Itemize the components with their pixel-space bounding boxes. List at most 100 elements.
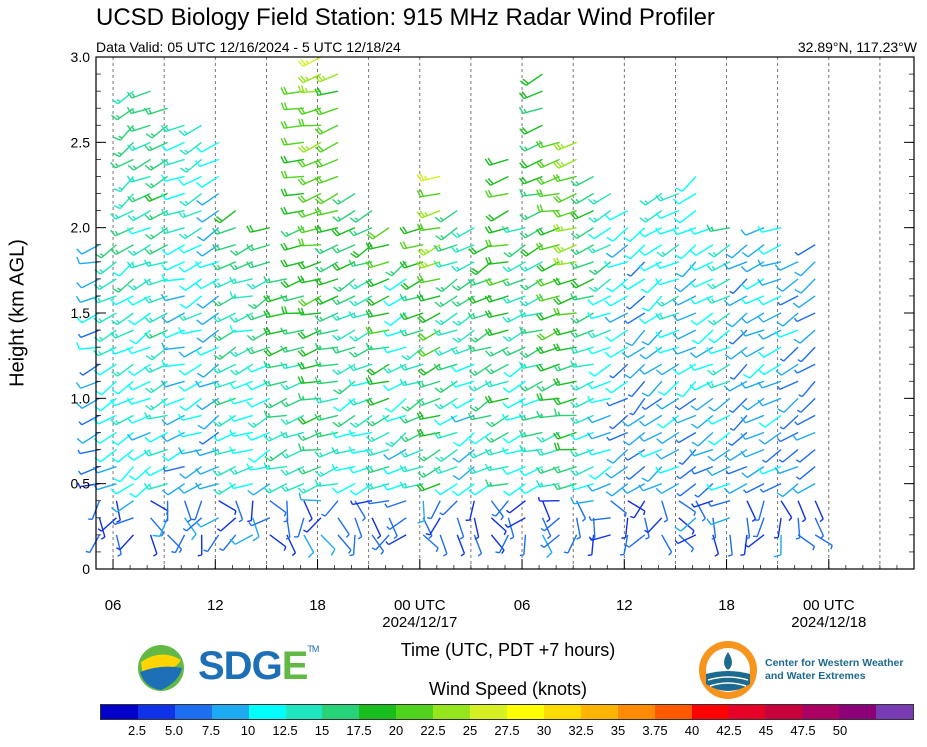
barb-half-flag: [456, 285, 461, 290]
wind-barb: [212, 363, 237, 374]
barb-full-flag: [126, 433, 133, 441]
barb-staff: [115, 483, 134, 495]
barb-full-flag: [485, 257, 490, 265]
barb-staff: [284, 431, 305, 439]
barb-staff: [115, 244, 134, 256]
chart-title: UCSD Biology Field Station: 915 MHz Rada…: [96, 4, 715, 31]
wind-barb: [182, 517, 203, 532]
barb-full-flag: [604, 351, 611, 358]
barb-staff: [647, 517, 663, 533]
barb-staff: [491, 414, 509, 428]
wind-barb: [178, 413, 202, 421]
barb-full-flag: [417, 249, 424, 256]
barb-full-flag: [331, 298, 338, 305]
barb-half-flag: [691, 530, 695, 535]
barb-full-flag: [162, 455, 169, 462]
barb-staff: [626, 483, 646, 494]
barb-staff: [182, 209, 202, 219]
barb-half-flag: [97, 528, 102, 532]
barb-full-flag: [300, 331, 307, 338]
barb-staff: [119, 176, 135, 193]
wind-barb: [213, 414, 237, 427]
barb-staff: [386, 414, 407, 422]
barb-staff: [576, 192, 594, 205]
barb-staff: [352, 363, 373, 372]
wind-barb: [417, 466, 441, 478]
wind-barb: [416, 189, 441, 198]
wind-barb: [655, 329, 680, 339]
barb-full-flag: [536, 385, 543, 392]
barb-half-flag: [98, 284, 103, 289]
barb-half-flag: [501, 549, 505, 555]
barb-half-flag: [217, 316, 222, 322]
barb-full-flag: [555, 277, 561, 285]
barb-half-flag: [788, 517, 793, 522]
barb-full-flag: [331, 246, 338, 254]
barb-staff: [490, 431, 509, 444]
barb-staff: [117, 90, 134, 105]
wind-barb: [552, 174, 577, 183]
barb-full-flag: [740, 381, 746, 389]
wind-barb: [553, 158, 577, 169]
barb-staff: [763, 244, 782, 255]
barb-staff: [682, 261, 697, 278]
barb-full-flag: [469, 406, 477, 412]
barb-full-flag: [263, 379, 269, 387]
barb-full-flag: [758, 438, 766, 445]
wind-barb: [113, 466, 135, 483]
barb-full-flag: [757, 259, 763, 267]
colorbar-tick-label: 5.0: [164, 723, 184, 738]
barb-staff: [337, 210, 356, 222]
wind-barb: [150, 517, 165, 537]
barb-staff: [114, 227, 134, 237]
barb-staff: [642, 483, 663, 492]
barb-staff: [799, 466, 816, 480]
barb-staff: [457, 278, 475, 291]
wind-barb: [625, 295, 646, 310]
wind-barb: [197, 534, 203, 557]
barb-half-flag: [427, 516, 432, 520]
barb-full-flag: [365, 326, 371, 334]
barb-half-flag: [131, 93, 136, 98]
wind-barb: [778, 448, 799, 463]
barb-full-flag: [94, 336, 101, 343]
barb-half-flag: [318, 398, 323, 403]
barb-full-flag: [433, 431, 439, 439]
barb-staff: [217, 278, 237, 288]
barb-staff: [185, 466, 203, 479]
barb-half-flag: [252, 303, 258, 308]
barb-full-flag: [740, 229, 747, 236]
barb-full-flag: [283, 155, 288, 163]
barb-staff: [132, 209, 151, 222]
barb-full-flag: [587, 382, 593, 390]
barb-staff: [200, 346, 219, 356]
barb-full-flag: [450, 347, 457, 355]
wind-barb: [126, 227, 151, 235]
barb-full-flag: [638, 264, 645, 272]
barb-staff: [591, 346, 611, 355]
barb-full-flag: [518, 413, 524, 421]
barb-half-flag: [626, 273, 632, 277]
barb-half-flag: [557, 366, 562, 371]
barb-half-flag: [474, 337, 479, 341]
wind-barb: [263, 410, 287, 419]
barb-staff: [627, 500, 646, 512]
barb-staff: [800, 261, 816, 277]
wind-barb: [490, 500, 504, 521]
barb-full-flag: [331, 487, 338, 494]
wind-barb: [638, 227, 663, 238]
wind-barb: [641, 466, 663, 482]
barb-staff: [779, 465, 799, 474]
wind-barb: [793, 329, 816, 344]
barb-full-flag: [433, 260, 439, 268]
wind-barb: [416, 209, 441, 219]
barb-full-flag: [314, 88, 320, 96]
barb-full-flag: [402, 241, 408, 249]
barb-staff: [611, 278, 629, 293]
barb-full-flag: [145, 233, 152, 240]
barb-full-flag: [246, 463, 251, 471]
barb-staff: [495, 500, 509, 517]
barb-full-flag: [674, 287, 681, 293]
barb-staff: [488, 448, 509, 456]
wind-barb: [109, 397, 134, 407]
